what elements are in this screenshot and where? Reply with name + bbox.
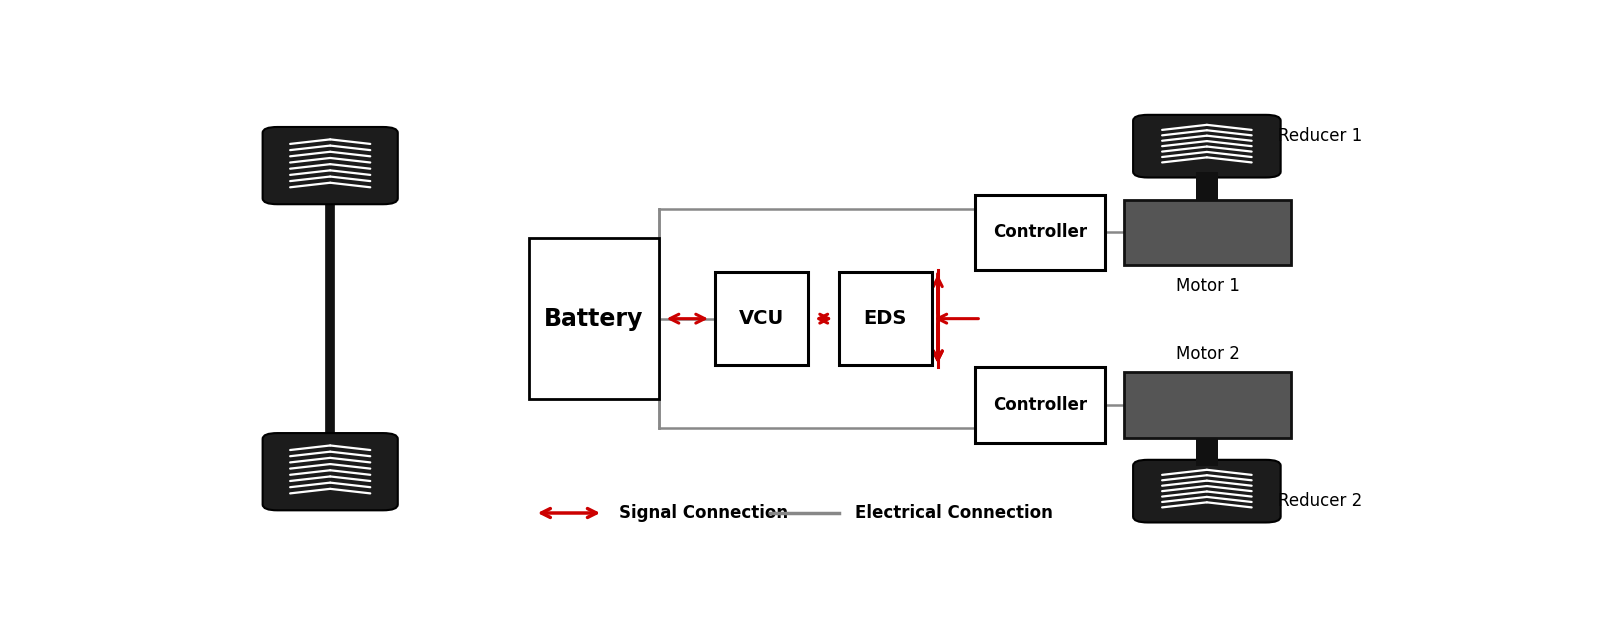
FancyBboxPatch shape: [1195, 438, 1218, 466]
FancyBboxPatch shape: [262, 433, 398, 510]
FancyBboxPatch shape: [528, 239, 659, 399]
FancyBboxPatch shape: [1133, 460, 1280, 522]
FancyBboxPatch shape: [974, 195, 1106, 270]
FancyBboxPatch shape: [838, 273, 931, 365]
Text: VCU: VCU: [739, 309, 784, 328]
Text: Controller: Controller: [994, 396, 1086, 414]
Text: Motor 2: Motor 2: [1176, 345, 1240, 363]
Text: Electrical Connection: Electrical Connection: [854, 504, 1053, 522]
FancyBboxPatch shape: [1123, 199, 1291, 265]
Text: Motor 1: Motor 1: [1176, 278, 1240, 295]
Text: EDS: EDS: [864, 309, 907, 328]
FancyBboxPatch shape: [262, 127, 398, 204]
Text: Signal Connection: Signal Connection: [619, 504, 789, 522]
Text: Battery: Battery: [544, 307, 643, 331]
Text: Controller: Controller: [994, 223, 1086, 242]
FancyBboxPatch shape: [974, 367, 1106, 442]
Text: Reducer 1: Reducer 1: [1278, 127, 1363, 146]
FancyBboxPatch shape: [1133, 115, 1280, 177]
FancyBboxPatch shape: [715, 273, 808, 365]
FancyBboxPatch shape: [1123, 372, 1291, 438]
FancyBboxPatch shape: [1195, 172, 1218, 199]
Text: Reducer 2: Reducer 2: [1278, 492, 1363, 510]
